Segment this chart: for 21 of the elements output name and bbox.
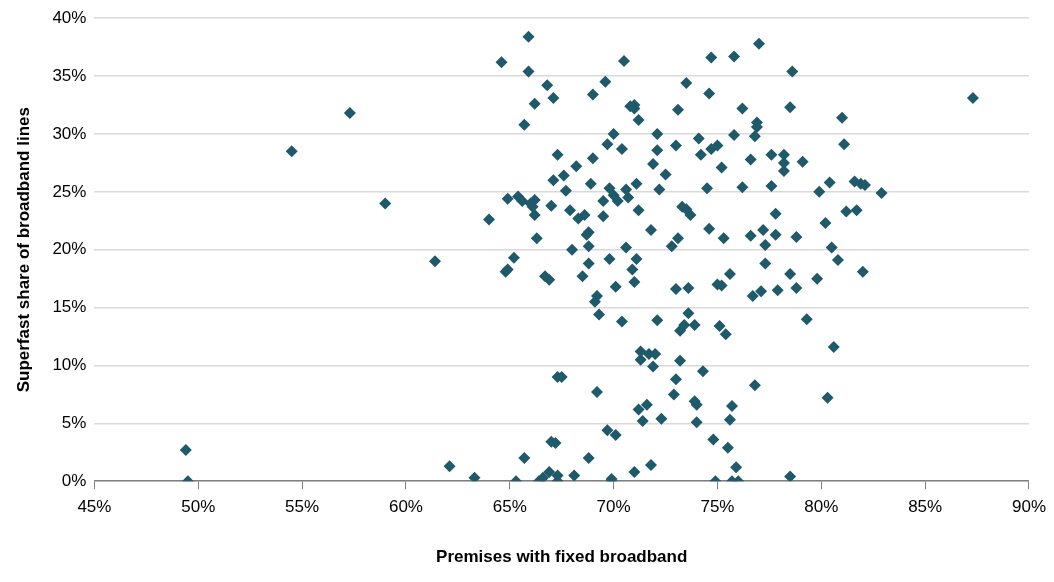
x-tick-label: 75% — [700, 497, 735, 517]
x-tick-label: 85% — [908, 497, 943, 517]
x-tick-label: 70% — [596, 497, 631, 517]
y-tick-label: 15% — [52, 297, 87, 317]
y-tick-label: 5% — [61, 413, 87, 433]
y-tick-label: 10% — [52, 355, 87, 375]
y-axis-title: Superfast share of broadband lines — [13, 107, 33, 393]
y-tick-label: 35% — [52, 65, 87, 85]
x-tick-label: 65% — [492, 497, 527, 517]
x-tick-label: 50% — [181, 497, 216, 517]
y-tick-label: 20% — [52, 239, 87, 259]
x-tick-label: 80% — [804, 497, 839, 517]
x-axis-title: Premises with fixed broadband — [436, 547, 688, 567]
x-tick-label: 45% — [77, 497, 112, 517]
y-tick-label: 40% — [52, 7, 87, 27]
x-tick-label: 90% — [1011, 497, 1046, 517]
y-tick-label: 25% — [52, 181, 87, 201]
y-tick-label: 0% — [61, 470, 87, 490]
x-tick-label: 55% — [285, 497, 320, 517]
y-tick-label: 30% — [52, 123, 87, 143]
x-tick-label: 60% — [388, 497, 423, 517]
